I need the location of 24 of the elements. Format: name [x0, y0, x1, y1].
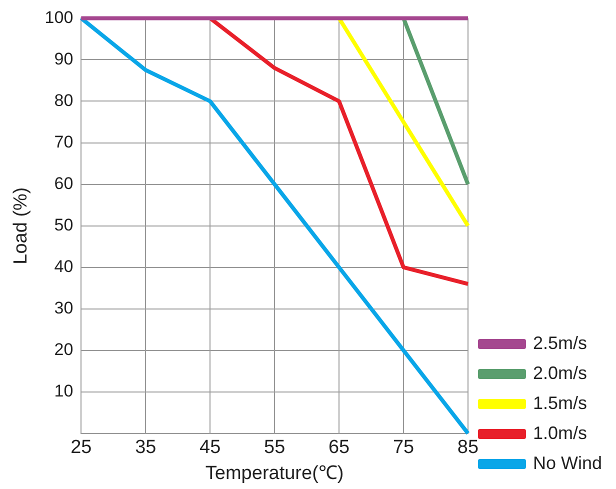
y-tick-label: 90 [54, 49, 74, 68]
x-tick-label: 35 [135, 437, 156, 458]
x-tick-label: 45 [200, 437, 221, 458]
legend-label: 2.0m/s [532, 362, 588, 383]
x-axis-title: Temperature(℃) [205, 462, 344, 484]
y-tick-label: 20 [54, 340, 74, 360]
y-tick-label: 50 [54, 215, 74, 234]
legend-label: 1.0m/s [532, 422, 588, 443]
legend-label: 1.5m/s [532, 392, 588, 413]
y-tick-label: 70 [54, 132, 74, 152]
y-tick-label: 100 [44, 8, 74, 27]
x-tick-label: 65 [328, 437, 350, 458]
y-tick-label: 40 [54, 257, 74, 276]
legend-label: 2.5m/s [532, 332, 588, 353]
legend-label: No Wind [532, 452, 602, 473]
y-tick-label: 80 [54, 90, 74, 110]
x-tick-label: 85 [457, 437, 479, 458]
y-axis-title: Load (%) [10, 187, 32, 264]
y-tick-label: 10 [54, 382, 74, 401]
y-tick-label: 30 [54, 298, 74, 318]
x-tick-label: 75 [392, 437, 414, 458]
x-tick-label: 25 [70, 437, 92, 458]
x-tick-label: 55 [264, 437, 286, 458]
y-tick-label: 60 [54, 174, 74, 193]
